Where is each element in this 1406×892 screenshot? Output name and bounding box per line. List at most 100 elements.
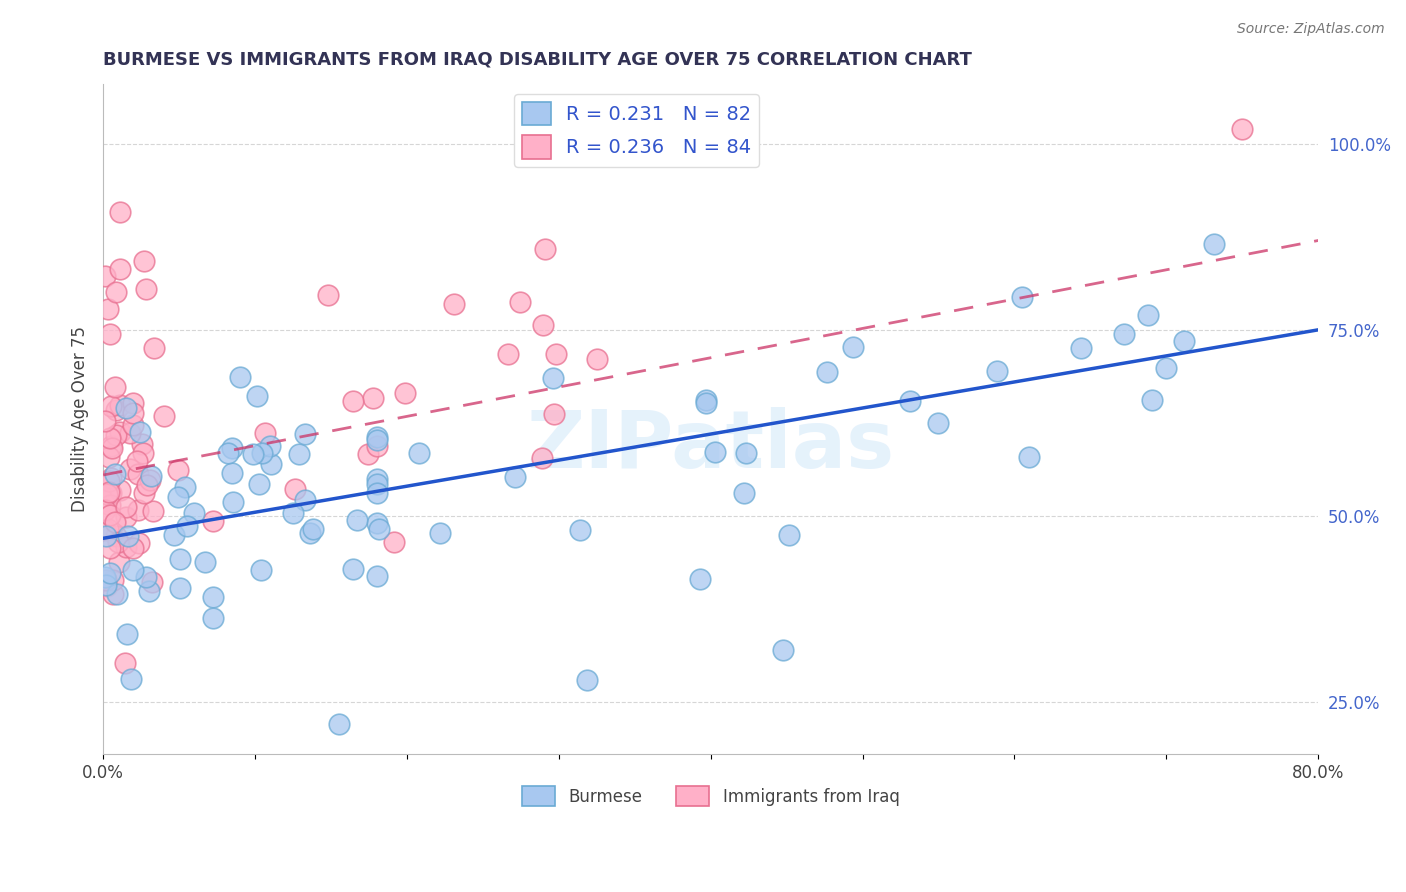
Point [544,347,567,361]
Point [576,673,599,687]
Point [104,285,127,300]
Point [174,480,197,494]
Point [1018,450,1040,464]
Legend: Burmese, Immigrants from Iraq: Burmese, Immigrants from Iraq [515,780,905,813]
Point [162,527,184,541]
Point [194,555,217,569]
Point [128,535,150,549]
Point [176,519,198,533]
Point [105,403,128,417]
Point [394,386,416,401]
Point [97,522,120,536]
Point [531,318,554,332]
Point [96,578,118,592]
Text: BURMESE VS IMMIGRANTS FROM IRAQ DISABILITY AGE OVER 75 CORRELATION CHART: BURMESE VS IMMIGRANTS FROM IRAQ DISABILI… [103,51,972,69]
Point [408,445,430,459]
Point [842,340,865,354]
Point [283,506,305,520]
Point [153,409,176,423]
Point [128,425,150,439]
Point [118,462,141,476]
Point [366,486,388,500]
Point [93,502,115,516]
Point [1070,341,1092,355]
Point [733,486,755,500]
Point [138,473,160,487]
Point [260,457,283,471]
Point [117,528,139,542]
Point [98,566,121,580]
Point [115,401,138,415]
Point [98,327,121,342]
Point [1202,237,1225,252]
Point [695,392,717,407]
Point [169,582,191,596]
Point [93,523,115,537]
Point [100,400,122,414]
Point [98,499,121,513]
Point [927,416,949,430]
Point [1154,361,1177,376]
Point [898,393,921,408]
Point [778,527,800,541]
Point [1136,308,1159,322]
Point [361,391,384,405]
Point [294,493,316,508]
Point [107,555,129,569]
Point [356,447,378,461]
Point [108,261,131,276]
Point [1112,327,1135,342]
Text: Source: ZipAtlas.com: Source: ZipAtlas.com [1237,22,1385,37]
Point [1140,392,1163,407]
Point [110,399,132,413]
Point [242,447,264,461]
Point [1011,290,1033,304]
Point [167,463,190,477]
Point [366,433,388,447]
Point [100,471,122,485]
Point [250,446,273,460]
Point [695,396,717,410]
Point [299,526,322,541]
Point [496,347,519,361]
Point [342,394,364,409]
Point [294,427,316,442]
Point [246,389,269,403]
Point [138,583,160,598]
Point [98,485,121,500]
Point [114,540,136,554]
Point [139,469,162,483]
Point [143,341,166,355]
Point [127,467,149,481]
Point [96,302,118,317]
Point [986,364,1008,378]
Point [509,295,531,310]
Point [96,579,118,593]
Point [815,365,838,379]
Point [366,473,388,487]
Point [366,568,388,582]
Point [302,522,325,536]
Point [103,574,125,588]
Point [136,478,159,492]
Point [114,656,136,670]
Point [586,352,609,367]
Point [221,441,243,455]
Point [120,673,142,687]
Point [134,486,156,500]
Point [122,417,145,432]
Point [367,522,389,536]
Point [98,474,121,488]
Point [110,205,132,219]
Point [118,425,141,440]
Point [531,450,554,465]
Point [122,406,145,420]
Point [141,575,163,590]
Point [96,486,118,500]
Point [105,587,128,601]
Point [93,414,115,428]
Point [122,564,145,578]
Point [93,494,115,508]
Point [328,717,350,731]
Point [346,513,368,527]
